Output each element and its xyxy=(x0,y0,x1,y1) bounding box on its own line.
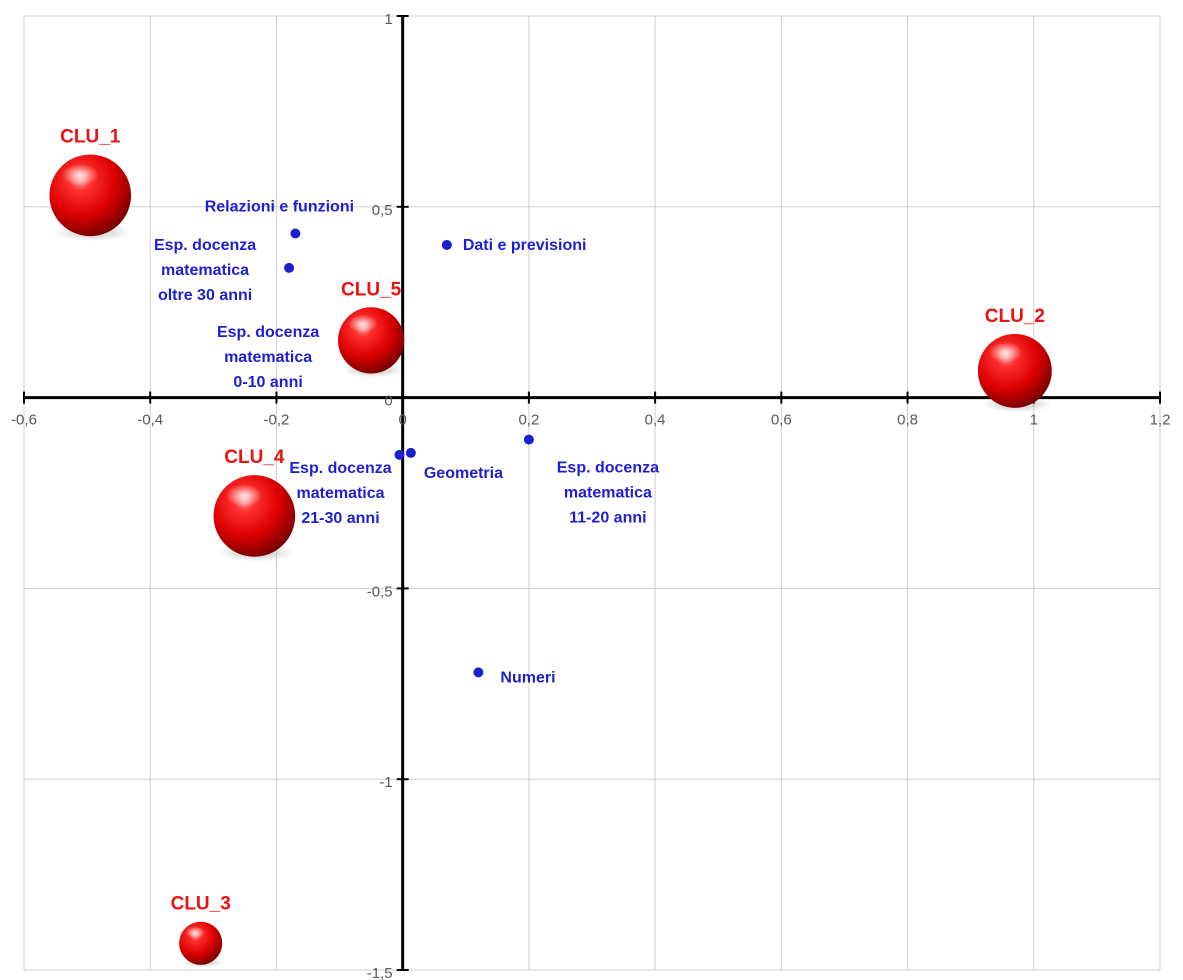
data-point-label-line: matematica xyxy=(224,349,312,366)
data-point-label-line: Esp. docenza xyxy=(217,324,319,341)
data-point-label-3: Esp. docenza matematica 0-10 anni xyxy=(217,324,319,391)
data-point-label-line: Geometria xyxy=(424,465,503,482)
y-tick-label-0: -1,5 xyxy=(367,965,393,980)
data-point-6 xyxy=(523,434,534,445)
cluster-highlight xyxy=(347,314,378,334)
y-tick-label-5: 1 xyxy=(384,11,392,28)
y-tick-label-1: -1 xyxy=(379,774,392,791)
y-tick-label-2: -0,5 xyxy=(367,583,393,600)
x-tick-label-6: 0,6 xyxy=(771,412,792,429)
data-point-label-line: Esp. docenza xyxy=(557,460,659,477)
cluster-clu-2: CLU_2 xyxy=(977,306,1052,413)
cluster-highlight xyxy=(61,163,99,187)
cluster-highlight xyxy=(185,926,206,939)
data-point-label-line: Esp. docenza xyxy=(289,460,391,477)
cluster-label: CLU_1 xyxy=(60,127,121,148)
data-point-4 xyxy=(394,449,405,460)
y-tick-label-4: 0,5 xyxy=(372,202,393,219)
data-point-label-line: matematica xyxy=(564,485,652,502)
cluster-clu-5: CLU_5 xyxy=(338,279,405,378)
data-point-5 xyxy=(405,447,416,458)
data-point-label-line: matematica xyxy=(296,485,384,502)
data-point-2 xyxy=(441,239,452,250)
cluster-label: CLU_2 xyxy=(985,306,1045,327)
x-tick-label-8: 1 xyxy=(1030,412,1038,429)
data-point-label-1: Esp. docenza matematica oltre 30 anni xyxy=(154,237,256,304)
x-tick-label-5: 0,4 xyxy=(645,412,666,429)
data-point-label-0: Relazioni e funzioni xyxy=(205,199,354,216)
data-point-label-7: Numeri xyxy=(500,669,555,686)
cluster-clu-1: CLU_1 xyxy=(49,127,132,242)
cluster-label: CLU_5 xyxy=(341,279,402,300)
tick-labels: -0,6 -0,4 -0,2 0 0,2 0,4 0,6 0,8 1 1,2 -1,5 -1 -0,5 0… xyxy=(11,11,1170,980)
x-tick-label-7: 0,8 xyxy=(897,412,918,429)
x-tick-label-9: 1,2 xyxy=(1150,412,1171,429)
cluster-highlight xyxy=(988,342,1023,363)
cluster-label: CLU_4 xyxy=(224,447,285,468)
y-tick-label-3: 0 xyxy=(384,393,392,410)
cluster-clu-4: CLU_4 xyxy=(213,447,296,562)
data-point-label-line: Esp. docenza xyxy=(154,237,256,254)
data-point-label-line: Numeri xyxy=(500,669,555,686)
data-point-label-6: Esp. docenza matematica 11-20 anni xyxy=(557,460,659,527)
data-point-label-line: Relazioni e funzioni xyxy=(205,199,354,216)
x-tick-label-0: -0,6 xyxy=(11,412,37,429)
cluster-highlight xyxy=(225,484,263,507)
cluster-clu-3: CLU_3 xyxy=(171,894,231,968)
cluster-bubbles: CLU_1 CLU_2 CLU_3 CLU_4 CLU_5 xyxy=(49,127,1052,968)
data-point-label-5: Geometria xyxy=(424,465,503,482)
x-tick-label-1: -0,4 xyxy=(137,412,163,429)
data-point-label-line: 21-30 anni xyxy=(301,510,379,527)
data-point-label-line: 0-10 anni xyxy=(233,374,302,391)
x-tick-label-3: 0 xyxy=(398,412,406,429)
data-points: Relazioni e funzioni Esp. docenza matemati… xyxy=(154,199,659,687)
axes xyxy=(23,15,1161,971)
data-point-0 xyxy=(290,228,301,239)
data-point-label-4: Esp. docenza matematica 21-30 anni xyxy=(289,460,391,527)
data-point-label-line: matematica xyxy=(161,262,249,279)
data-point-label-line: 11-20 anni xyxy=(569,510,646,527)
data-point-1 xyxy=(284,262,295,273)
cluster-label: CLU_3 xyxy=(171,894,231,915)
x-tick-label-2: -0,2 xyxy=(264,412,290,429)
x-tick-label-4: 0,2 xyxy=(518,412,539,429)
data-point-label-line: Dati e previsioni xyxy=(463,237,587,254)
data-point-label-2: Dati e previsioni xyxy=(463,237,587,254)
data-point-7 xyxy=(473,667,484,678)
data-point-label-line: oltre 30 anni xyxy=(158,287,252,304)
